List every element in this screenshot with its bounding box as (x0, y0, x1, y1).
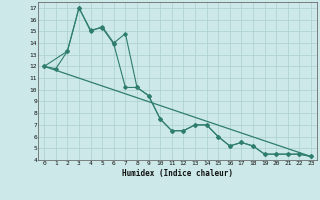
X-axis label: Humidex (Indice chaleur): Humidex (Indice chaleur) (122, 169, 233, 178)
